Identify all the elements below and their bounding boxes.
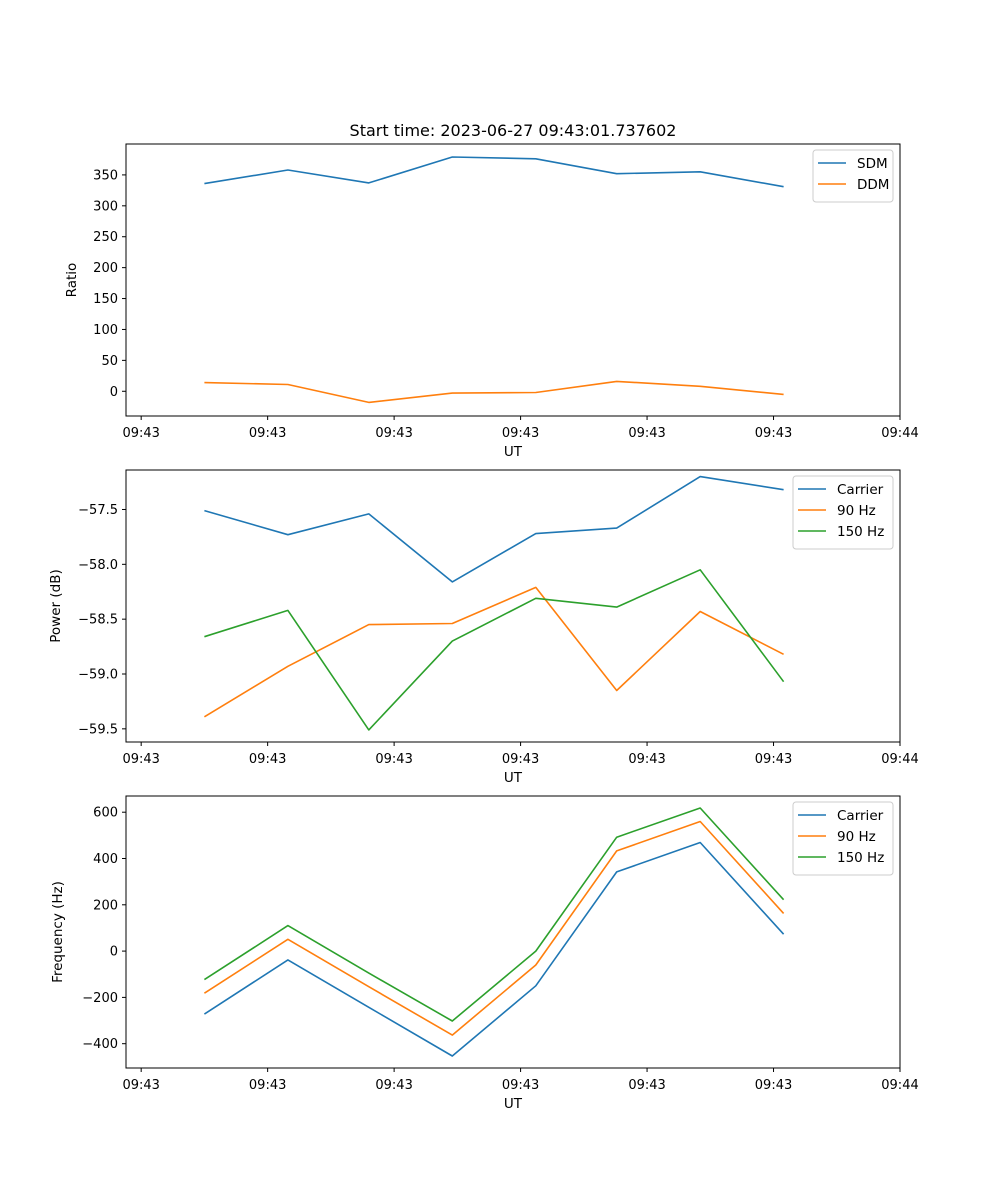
series-line-150-hz (204, 568, 785, 731)
y-tick-label: 350 (93, 168, 118, 183)
series-line-ddm (204, 380, 784, 404)
y-tick-label: 200 (93, 898, 118, 913)
series-line-carrier (204, 475, 784, 583)
y-tick-label: 600 (93, 806, 118, 821)
ratio-panel: 09:43 09:43 09:43 09:43 09:43 09:43 09:44 0 50 10… (64, 143, 919, 460)
axes-frame (125, 469, 901, 743)
x-tick-label: 09:43 (755, 426, 792, 441)
x-tick-label: 09:43 (375, 426, 412, 441)
legend-label: SDM (857, 156, 888, 172)
series-line-90-hz (203, 820, 785, 1036)
x-tick-label: 09:43 (502, 1078, 539, 1093)
series-line-150-hz (203, 807, 785, 1022)
x-tick-label: 09:44 (881, 752, 918, 767)
x-tick-label: 09:43 (249, 1078, 286, 1093)
y-tick-label: 150 (93, 292, 118, 307)
legend-label: 150 Hz (837, 524, 884, 540)
legend-label: 90 Hz (837, 829, 876, 845)
x-axis-label: UT (504, 444, 523, 460)
series-line-carrier (203, 841, 785, 1057)
y-axis-label: Frequency (Hz) (50, 881, 66, 983)
x-tick-label: 09:43 (375, 1078, 412, 1093)
x-tick-label: 09:43 (502, 426, 539, 441)
y-tick-label: −58.0 (78, 558, 118, 573)
x-tick-label: 09:43 (628, 752, 665, 767)
legend-label: Carrier (837, 808, 884, 824)
y-tick-label: 200 (93, 261, 118, 276)
y-tick-label: 100 (93, 323, 118, 338)
y-axis-label: Ratio (64, 263, 80, 298)
axes-frame (125, 795, 901, 1069)
axes-frame (125, 143, 901, 417)
legend-label: 90 Hz (837, 503, 876, 519)
series-line-sdm (204, 156, 784, 188)
x-tick-label: 09:43 (755, 752, 792, 767)
y-tick-label: −59.0 (78, 668, 118, 683)
x-tick-label: 09:43 (249, 426, 286, 441)
x-tick-label: 09:44 (881, 1078, 918, 1093)
y-tick-label: −200 (82, 991, 118, 1006)
y-tick-label: −59.5 (78, 722, 118, 737)
legend-label: DDM (857, 177, 889, 193)
y-tick-label: −57.5 (78, 503, 118, 518)
x-tick-label: 09:43 (122, 752, 159, 767)
frequency-panel: 09:43 09:43 09:43 09:43 09:43 09:43 09:44 −400 −… (50, 795, 919, 1112)
x-tick-label: 09:43 (122, 426, 159, 441)
legend: Carrier 90 Hz 150 Hz (792, 801, 894, 876)
series-line-90-hz (203, 586, 784, 718)
legend-label: 150 Hz (837, 850, 884, 866)
x-tick-label: 09:44 (881, 426, 918, 441)
x-tick-label: 09:43 (122, 1078, 159, 1093)
y-tick-label: 300 (93, 199, 118, 214)
y-tick-label: 50 (101, 354, 118, 369)
x-tick-label: 09:43 (502, 752, 539, 767)
x-tick-label: 09:43 (375, 752, 412, 767)
x-tick-label: 09:43 (755, 1078, 792, 1093)
y-axis-label: Power (dB) (48, 569, 64, 642)
y-tick-label: 0 (110, 945, 118, 960)
legend-label: Carrier (837, 482, 884, 498)
y-tick-label: 0 (110, 385, 118, 400)
x-tick-label: 09:43 (628, 426, 665, 441)
power-panel: 09:43 09:43 09:43 09:43 09:43 09:43 09:44 −59.5… (48, 469, 919, 786)
y-tick-label: −58.5 (78, 613, 118, 628)
x-tick-label: 09:43 (249, 752, 286, 767)
x-tick-label: 09:43 (628, 1078, 665, 1093)
x-axis-label: UT (504, 1096, 523, 1112)
x-axis-label: UT (504, 770, 523, 786)
chart-title: Start time: 2023-06-27 09:43:01.737602 (350, 121, 677, 140)
legend: Carrier 90 Hz 150 Hz (792, 475, 894, 550)
y-tick-label: 250 (93, 230, 118, 245)
legend: SDM DDM (812, 149, 894, 203)
y-tick-label: 400 (93, 852, 118, 867)
y-tick-label: −400 (82, 1037, 118, 1052)
